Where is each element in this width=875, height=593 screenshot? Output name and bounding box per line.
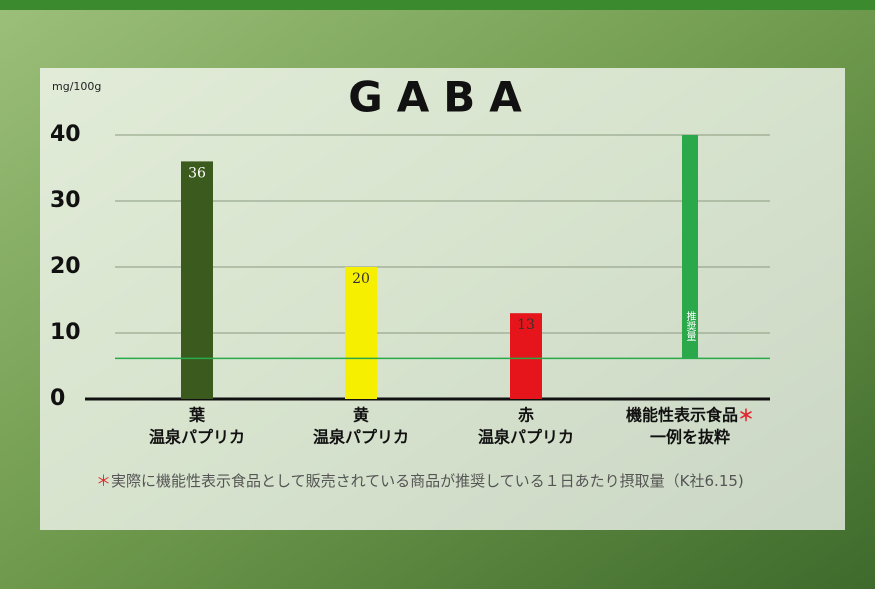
x-tick-label: 温泉パプリカ <box>312 428 409 447</box>
footnote-mark: ＊ <box>96 472 111 490</box>
x-tick-label: 黄 <box>353 406 369 425</box>
bar <box>510 313 542 399</box>
chart-title: GABA <box>348 73 536 122</box>
reference-label: 推奨量 <box>684 310 696 341</box>
data-label: 20 <box>352 271 370 287</box>
panel <box>40 68 845 530</box>
x-tick-label: 温泉パプリカ <box>148 428 245 447</box>
y-unit: mg/100g <box>52 80 101 93</box>
y-tick-label: 0 <box>50 386 65 411</box>
x-tick-label: 葉 <box>188 406 206 425</box>
footnote-mark: ＊ <box>738 406 754 425</box>
x-tick-label: 機能性表示食品＊ <box>626 406 754 425</box>
footnote-text: 実際に機能性表示食品として販売されている商品が推奨している１日あたり摂取量（K社… <box>111 472 744 490</box>
y-tick-label: 40 <box>50 122 81 147</box>
y-tick-label: 10 <box>50 320 81 345</box>
top-border <box>0 0 875 10</box>
data-label: 13 <box>517 317 535 333</box>
footnote: ＊実際に機能性表示食品として販売されている商品が推奨している１日あたり摂取量（K… <box>96 472 744 490</box>
reference-bar <box>682 135 698 359</box>
y-tick-label: 30 <box>50 188 81 213</box>
bar <box>345 267 377 399</box>
y-tick-label: 20 <box>50 254 81 279</box>
x-tick-label: 温泉パプリカ <box>477 428 574 447</box>
x-tick-label: 一例を抜粋 <box>650 428 730 447</box>
bar <box>181 161 213 399</box>
x-tick-label: 赤 <box>518 406 534 425</box>
data-label: 36 <box>188 165 206 181</box>
